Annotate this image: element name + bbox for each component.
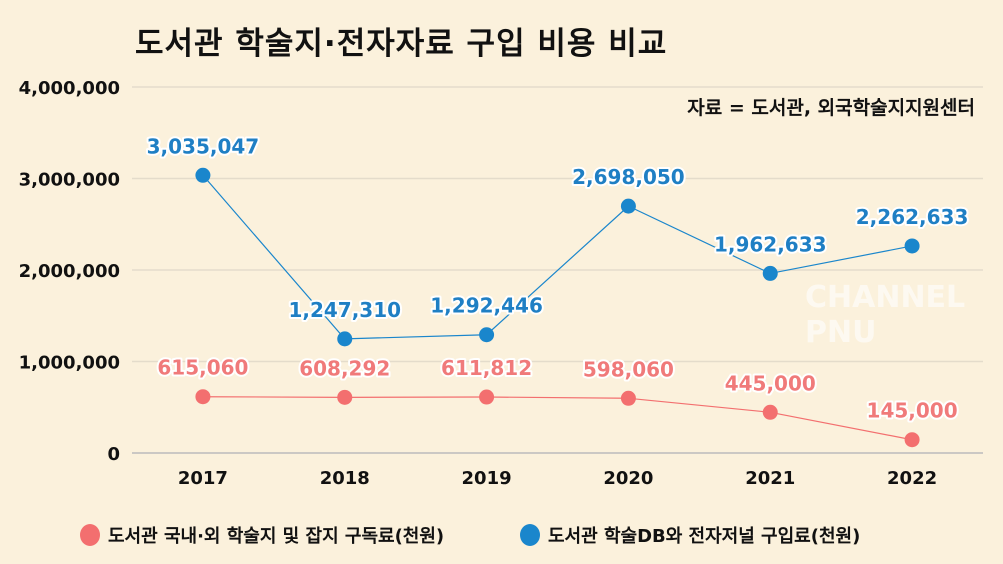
data-point: [195, 167, 211, 183]
y-tick-label: 0: [107, 444, 120, 465]
x-tick-label: 2017: [178, 468, 228, 489]
data-point: [904, 238, 920, 254]
chart-title: 도서관 학술지·전자자료 구입 비용 비교: [135, 26, 668, 62]
y-tick-label: 2,000,000: [19, 261, 120, 282]
y-tick-label: 4,000,000: [19, 78, 120, 99]
legend-item-subscriptions: 도서관 국내·외 학술지 및 잡지 구독료(천원): [80, 522, 444, 548]
legend-marker: [80, 524, 100, 546]
data-point: [762, 265, 778, 281]
data-label: 1,247,310: [288, 298, 401, 322]
data-point: [195, 389, 211, 405]
series-line: [202, 174, 913, 340]
data-point: [479, 389, 495, 405]
data-label: 1,292,446: [430, 294, 543, 318]
data-label: 3,035,047: [147, 134, 260, 158]
data-point: [620, 390, 636, 406]
y-tick-label: 1,000,000: [19, 353, 120, 374]
series-line: [202, 396, 913, 441]
data-label: 2,698,050: [572, 165, 685, 189]
x-tick-label: 2022: [887, 468, 937, 489]
legend-marker: [520, 524, 540, 546]
x-tick-label: 2018: [320, 468, 370, 489]
data-label: 2,262,633: [856, 205, 969, 229]
data-point: [337, 389, 353, 405]
data-label: 445,000: [725, 371, 816, 395]
data-label: 608,292: [299, 356, 390, 380]
legend-label: 도서관 국내·외 학술지 및 잡지 구독료(천원): [108, 526, 445, 547]
y-tick-label: 3,000,000: [19, 170, 120, 191]
watermark-logo: CHANNEL PNU: [805, 280, 966, 350]
data-label: 1,962,633: [714, 232, 827, 256]
data-label: 598,060: [583, 357, 674, 381]
data-label: 615,060: [157, 356, 248, 380]
legend-item-databases: 도서관 학술DB와 전자저널 구입료(천원): [520, 522, 860, 548]
data-point: [904, 432, 920, 448]
legend-label: 도서관 학술DB와 전자저널 구입료(천원): [548, 526, 861, 547]
data-point: [337, 331, 353, 347]
data-label: 611,812: [441, 356, 532, 380]
data-label: 145,000: [867, 399, 958, 423]
data-point: [479, 327, 495, 343]
source-note: 자료 = 도서관, 외국학술지지원센터: [687, 97, 975, 119]
x-tick-label: 2019: [462, 468, 512, 489]
x-tick-label: 2020: [603, 468, 653, 489]
data-point: [762, 404, 778, 420]
data-point: [620, 198, 636, 214]
x-tick-label: 2021: [745, 468, 795, 489]
